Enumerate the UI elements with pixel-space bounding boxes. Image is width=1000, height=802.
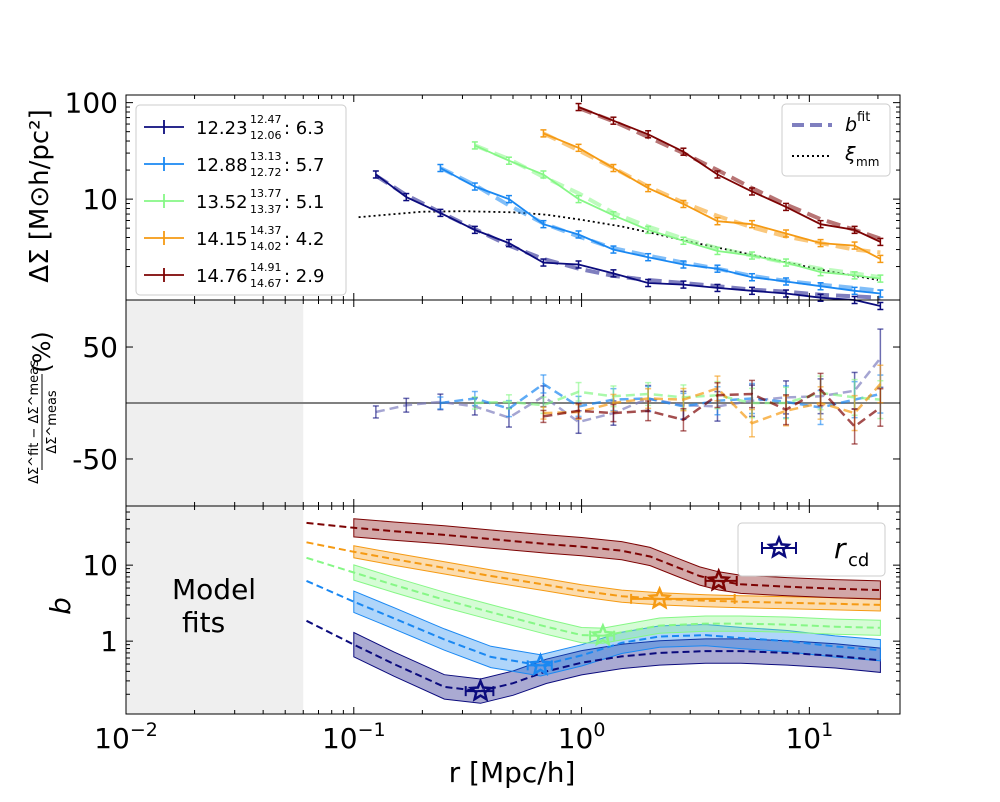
middle-y-tick-label: -50 [72, 443, 118, 476]
chart-marks [126, 102, 900, 702]
model-legend: b fit ξ mm [781, 103, 891, 177]
rcd-star-bin5 [706, 567, 732, 592]
rcd-legend-star-icon [766, 534, 792, 559]
legend-label-bin5: 14.76 [196, 266, 248, 287]
legend-label-tail-bin1: : 6.3 [284, 118, 324, 139]
legend-label-sup-bin3: 13.77 [250, 187, 282, 200]
rcd-legend-label: r [834, 532, 847, 565]
measured-line-bin1 [375, 173, 881, 307]
mass-bins-legend: 12.23 12.06 12.47: 6.3 12.88 12.72 13.13: 5.7… [135, 104, 347, 296]
ximm-legend-label: ξ [844, 143, 856, 165]
measured-line-bin5 [578, 106, 881, 243]
rcd-star-bin1 [467, 677, 494, 702]
legend-label-sup-bin1: 12.47 [250, 113, 282, 126]
fit-line-bin5 [577, 106, 882, 241]
legend-label-sub-bin1: 12.06 [250, 129, 282, 142]
residual-line-bin2 [440, 382, 881, 410]
x-tick-label: 101 [785, 719, 833, 755]
x-tick-label: 10−1 [322, 719, 386, 755]
bias-band-bin4 [353, 545, 881, 612]
middle-ylabel: ΔΣ^fit − ΔΣ^meas ΔΣ^meas (%) [27, 331, 60, 484]
legend-label-sub-bin3: 13.37 [250, 203, 282, 216]
bias-line-bin3 [306, 556, 881, 637]
legend-label-bin2: 12.88 [196, 155, 248, 176]
fit-line-bin1 [374, 174, 881, 300]
bfit-legend-sup: fit [857, 110, 870, 125]
x-axis-label: r [Mpc/h] [449, 756, 576, 789]
top-ylabel: ΔΣ [M⊙h/pc²] [25, 109, 55, 282]
legend-label-sub-bin5: 14.67 [250, 277, 282, 290]
bottom-y-tick-label: 10 [82, 549, 118, 582]
legend-label-bin1: 12.23 [196, 118, 248, 139]
bias-line-bin1 [306, 619, 881, 693]
x-tick-label: 10−2 [94, 719, 158, 755]
legend-label-sub-bin4: 14.02 [250, 240, 282, 253]
model-fit-region-bottom [126, 506, 304, 714]
rcd-legend-sub: cd [848, 550, 869, 571]
legend-label-tail-bin3: : 5.1 [284, 192, 324, 213]
middle-ylabel-unit: (%) [28, 331, 56, 373]
rcd-legend: r cd [737, 522, 886, 577]
axis-ticks: 10−2 10−1 100 101 10 100 50 -50 1 10 [65, 87, 900, 755]
bottom-ylabel: b [44, 597, 77, 615]
rcd-star-bin3 [590, 622, 616, 647]
legend-label-tail-bin4: : 4.2 [284, 229, 324, 250]
middle-y-tick-label: 50 [82, 331, 118, 364]
measured-line-bin2 [439, 167, 881, 295]
rcd-star-bin2 [527, 652, 554, 677]
residual-line-bin4 [543, 383, 882, 425]
bottom-y-tick-label: 1 [100, 625, 118, 658]
model-fits-annotation-line1: Model [172, 573, 256, 606]
rcd-star-bin4 [647, 585, 673, 610]
bfit-legend-label: b [845, 114, 857, 136]
middle-ylabel-numerator: ΔΣ^fit − ΔΣ^meas [27, 360, 42, 484]
bias-line-bin2 [306, 579, 881, 667]
legend-label-bin4: 14.15 [196, 229, 248, 250]
x-tick-label: 100 [558, 719, 606, 755]
ximm-legend-sub: mm [856, 155, 879, 169]
xi-mm-line [358, 210, 879, 281]
top-y-tick-label: 100 [65, 87, 118, 120]
residual-line-bin1 [375, 357, 882, 424]
legend-label-sup-bin2: 13.13 [250, 150, 282, 163]
top-y-tick-label: 10 [82, 183, 118, 216]
model-fits-annotation-line2: fits [182, 606, 225, 639]
legend-label-bin3: 13.52 [196, 192, 248, 213]
legend-label-tail-bin2: : 5.7 [284, 155, 324, 176]
bias-line-bin4 [306, 541, 881, 606]
legend-label-sup-bin4: 14.37 [250, 224, 282, 237]
middle-ylabel-denominator: ΔΣ^meas [45, 390, 60, 454]
legend-label-sup-bin5: 14.91 [250, 261, 282, 274]
legend-label-tail-bin5: : 2.9 [284, 266, 324, 287]
fit-line-bin2 [439, 166, 881, 293]
legend-label-sub-bin2: 12.72 [250, 166, 282, 179]
bias-line-bin5 [306, 521, 881, 592]
